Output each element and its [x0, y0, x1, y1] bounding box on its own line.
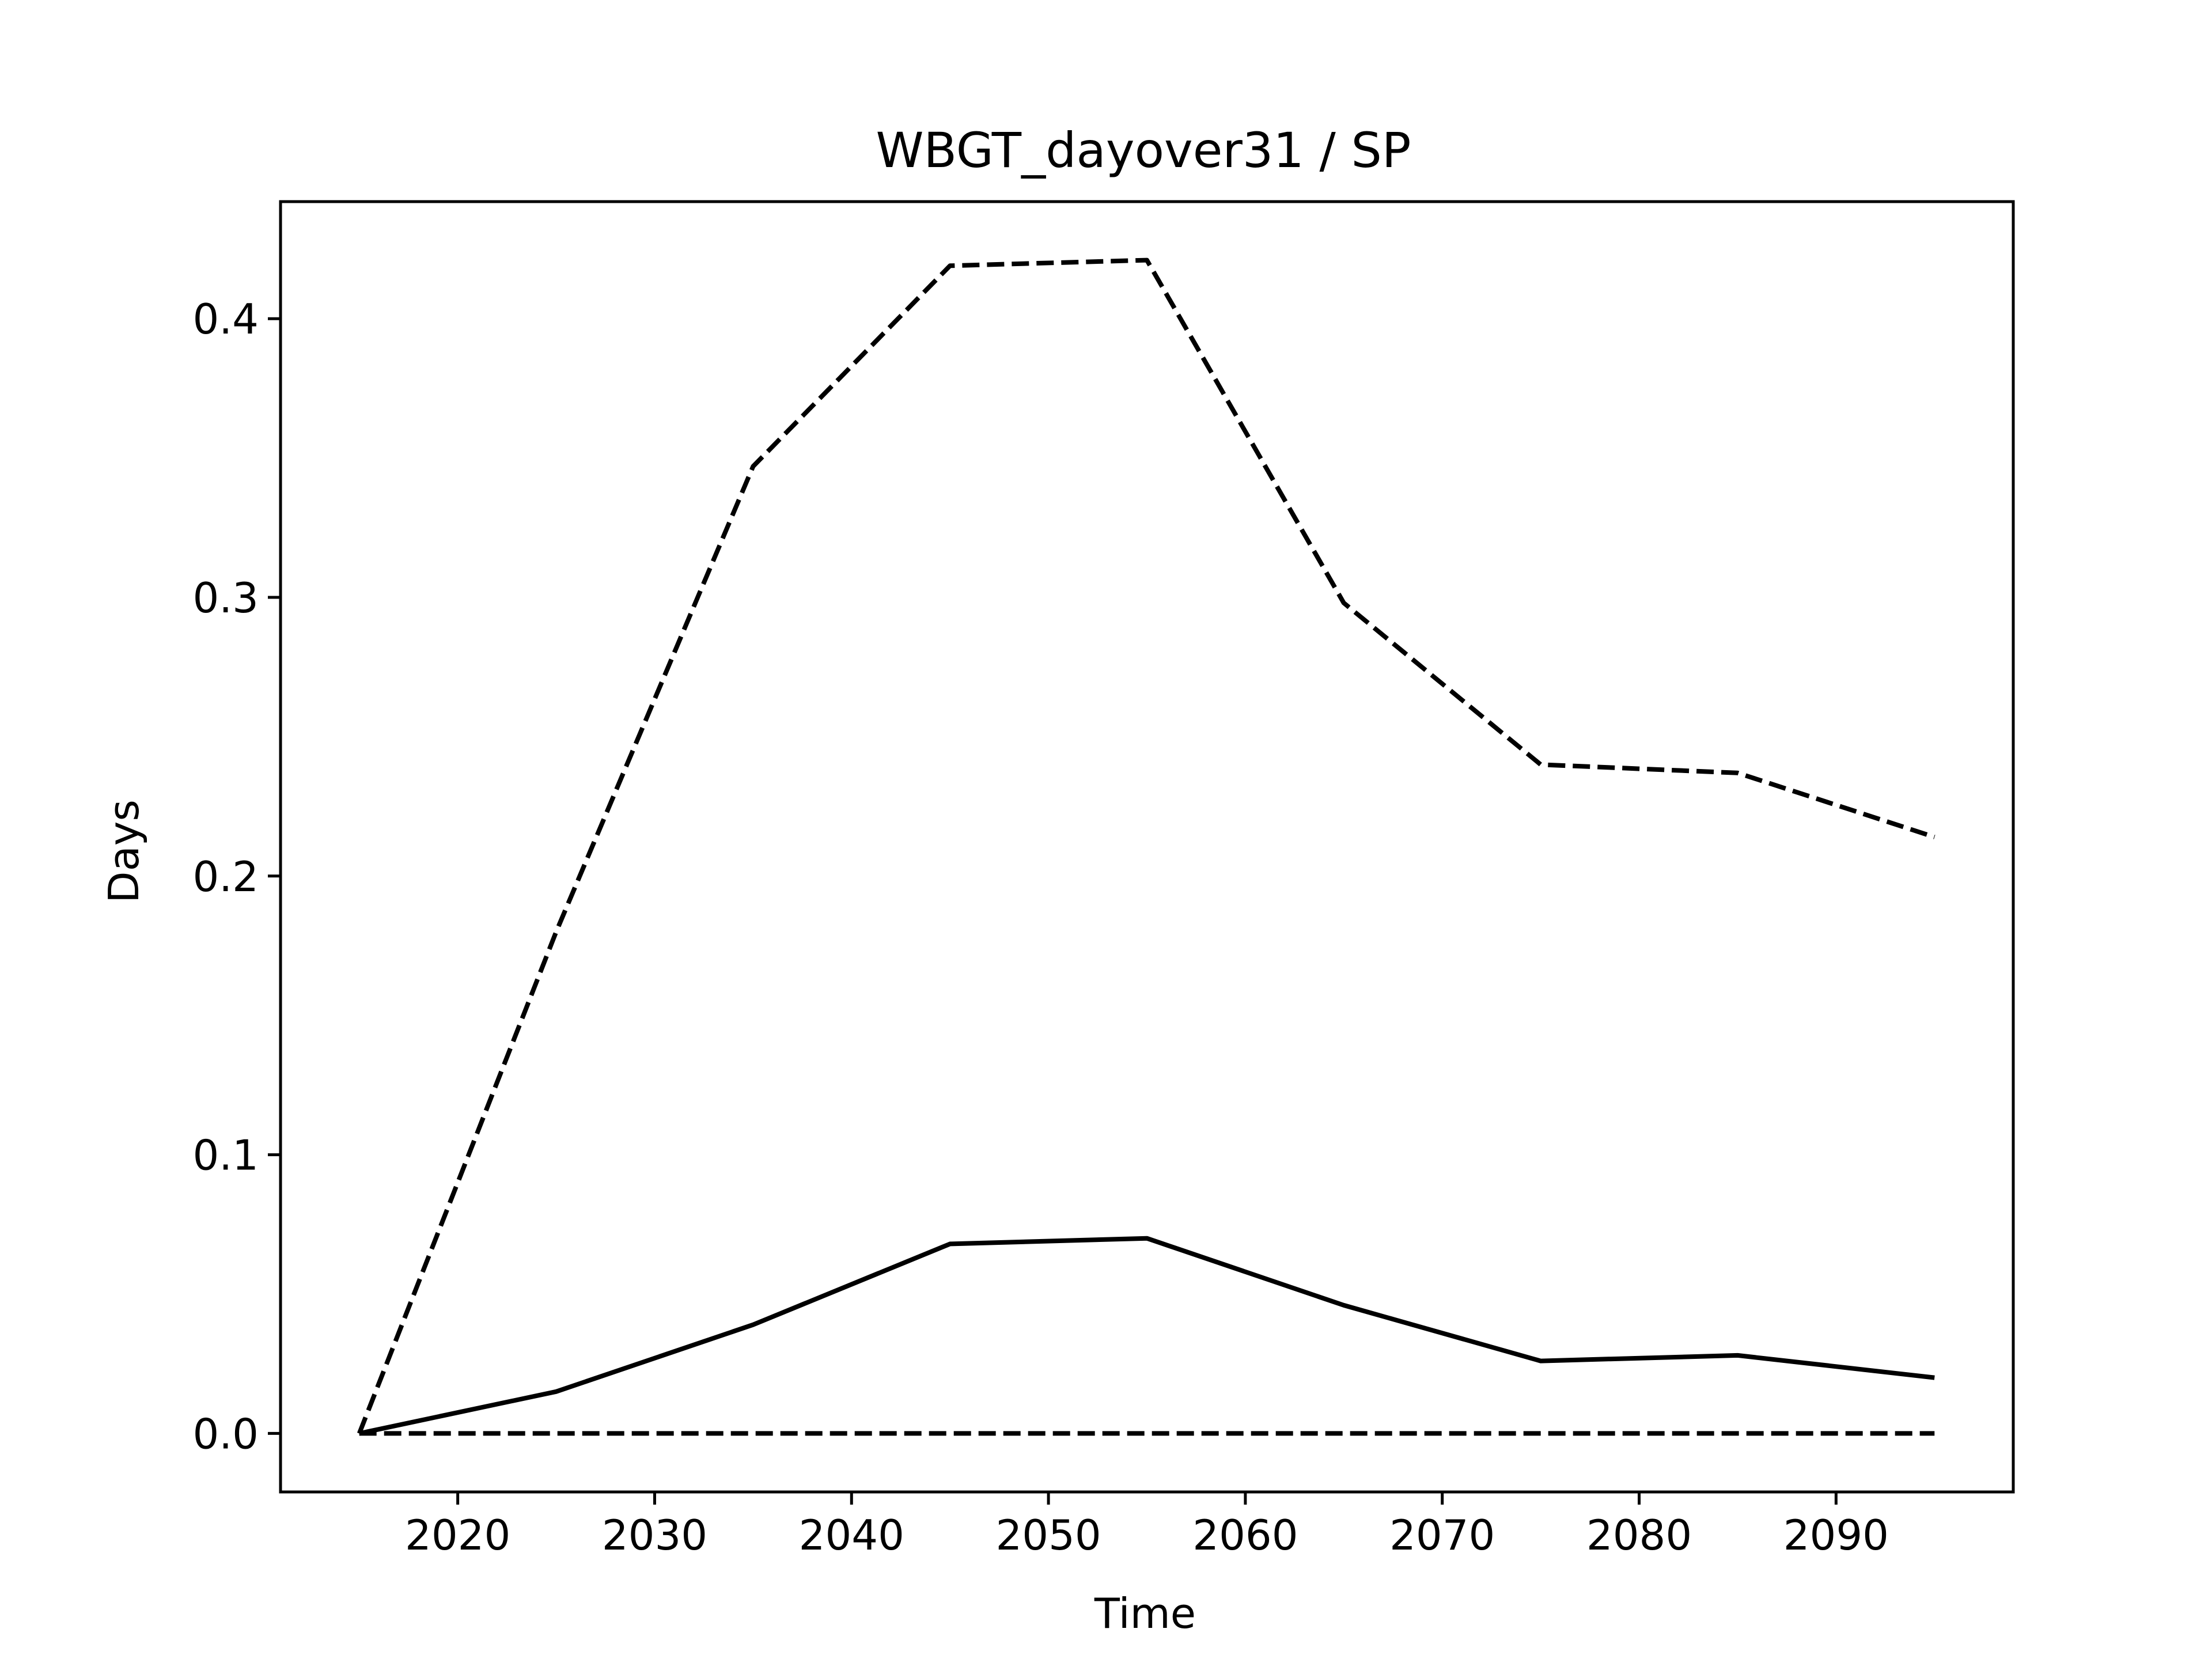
x-axis-label: Time	[1094, 1589, 1196, 1638]
x-tick-label: 2090	[1783, 1511, 1889, 1559]
series-layer	[357, 257, 1936, 1436]
x-tick-label: 2060	[1192, 1511, 1298, 1559]
y-tick-label: 0.0	[192, 1410, 259, 1458]
x-tick-label: 2030	[602, 1511, 707, 1559]
x-tick-label: 2080	[1586, 1511, 1692, 1559]
x-axis: 2020 2030 2040 2050 2060 2070 2080 2090	[405, 1492, 1889, 1559]
y-tick-label: 0.1	[192, 1131, 259, 1180]
y-axis: 0.0 0.1 0.2 0.3 0.4	[192, 295, 281, 1458]
y-tick-label: 0.3	[192, 574, 259, 622]
plot-frame	[279, 200, 2015, 1494]
y-tick-label: 0.2	[192, 853, 259, 901]
x-tick-label: 2020	[405, 1511, 510, 1559]
x-tick-label: 2040	[799, 1511, 904, 1559]
chart-title: WBGT_dayover31 / SP	[876, 122, 1411, 179]
x-tick-label: 2070	[1389, 1511, 1495, 1559]
x-tick-label: 2050	[995, 1511, 1101, 1559]
dashed-series-line-1	[357, 257, 1936, 1434]
solid-series-line-2	[358, 1236, 1935, 1436]
plot-area	[279, 200, 2015, 1494]
y-axis-label: Days	[100, 800, 148, 903]
y-tick-label: 0.4	[192, 295, 259, 343]
